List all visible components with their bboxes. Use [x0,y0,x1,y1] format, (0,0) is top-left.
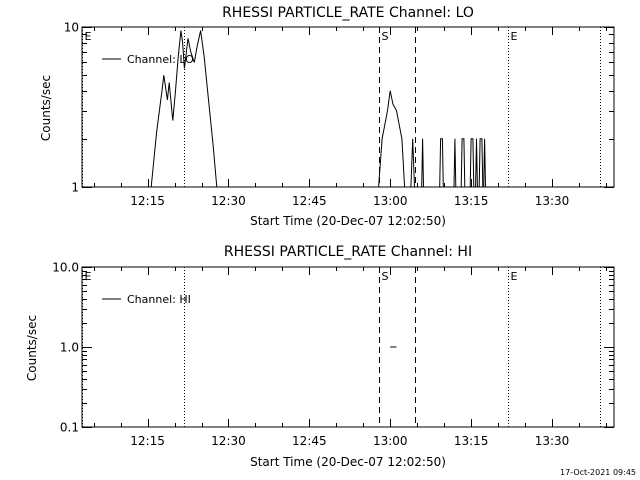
x-tick-label: 13:15 [454,194,489,208]
y-axis-label: Counts/sec [39,75,53,141]
series-line-segment [483,138,486,188]
x-tick-label: 12:45 [292,194,327,208]
x-tick-label: 13:30 [535,434,570,448]
series-line-segment [460,138,466,188]
series-line-segment [150,30,218,188]
x-tick-label: 13:00 [373,434,408,448]
series-line-segment [421,138,424,188]
legend: Channel: HI [102,293,191,306]
plot-frame [81,266,615,428]
legend-entry: Channel: LO [127,53,194,66]
chart-title: RHESSI PARTICLE_RATE Channel: HI [224,244,472,260]
x-tick-label: 12:45 [292,434,327,448]
x-tick-label: 13:30 [535,194,570,208]
series-line-segment [475,138,478,188]
event-marker-label: E [511,270,518,283]
y-tick-label: 10 [64,21,79,35]
x-tick-label: 12:15 [130,434,165,448]
chart-hi-channel: RHESSI PARTICLE_RATE Channel: HI E S E 12:… [25,244,615,469]
series-line-segment [453,138,457,188]
series-line-segment [439,138,444,188]
x-tick-label: 12:30 [211,194,246,208]
x-tick-label: 12:30 [211,434,246,448]
generation-timestamp: 17-Oct-2021 09:45 [560,468,636,477]
x-axis-label: Start Time (20-Dec-07 12:02:50) [250,214,446,228]
y-tick-label: 0.1 [60,421,79,435]
series-line-segment [478,138,484,188]
x-tick-label: 12:15 [130,194,165,208]
plot-frame [81,26,615,188]
event-marker-label: E [85,30,92,43]
y-axis-label: Counts/sec [25,315,39,381]
legend-entry: Channel: HI [127,293,191,306]
series-line-segment [410,138,415,188]
y-tick-label: 1 [71,181,79,195]
x-axis-label: Start Time (20-Dec-07 12:02:50) [250,455,446,469]
event-marker-label: S [382,30,389,43]
x-tick-label: 13:00 [373,194,408,208]
event-marker-label: S [382,270,389,283]
series-line-segment [378,90,406,188]
chart-title: RHESSI PARTICLE_RATE Channel: LO [222,5,474,21]
event-marker-label: E [511,30,518,43]
series-line-segment [469,138,475,188]
y-tick-label: 10.0 [52,261,79,275]
legend: Channel: LO [102,53,194,66]
x-tick-label: 13:15 [454,434,489,448]
event-marker-label: E [85,270,92,283]
y-tick-label: 1.0 [60,341,79,355]
chart-lo-channel: RHESSI PARTICLE_RATE Channel: LO E S E 12:… [39,5,615,228]
